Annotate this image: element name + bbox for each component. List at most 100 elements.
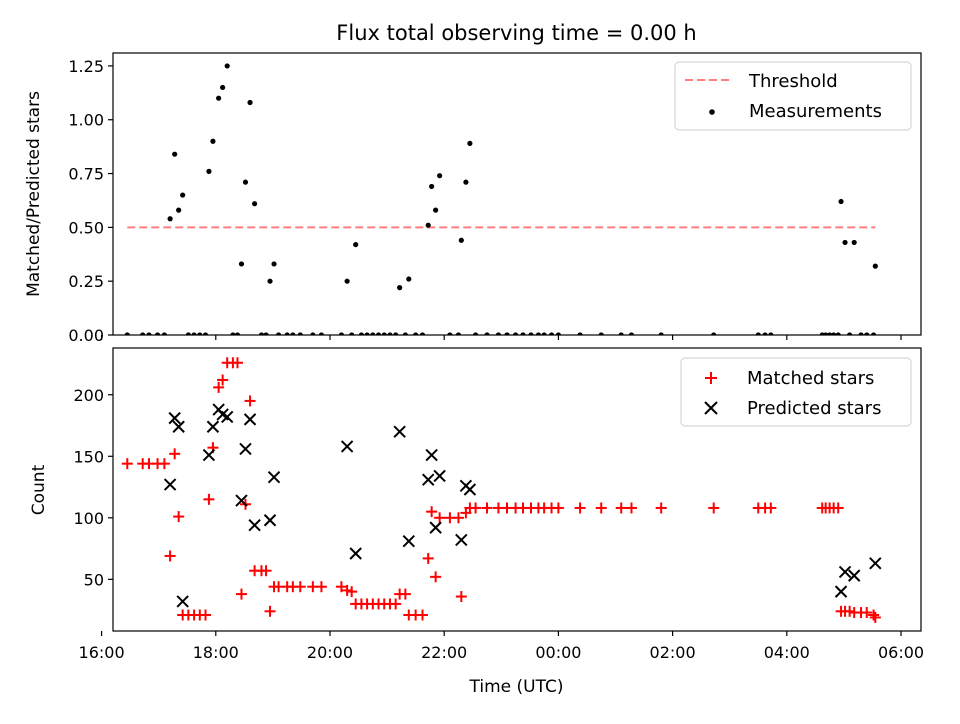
predicted-star-point xyxy=(163,478,177,491)
measurement-point xyxy=(520,332,526,335)
predicted-star-point xyxy=(235,494,248,507)
matched-star-point xyxy=(426,506,438,518)
matched-star-point xyxy=(708,502,720,514)
matched-star-point xyxy=(244,395,256,407)
measurement-point xyxy=(353,241,359,248)
measurement-point xyxy=(858,332,864,335)
matched-star-point xyxy=(200,609,212,621)
bottom-legend: Matched stars Predicted stars xyxy=(680,357,912,427)
top-legend-box xyxy=(674,61,912,131)
measurement-point xyxy=(172,151,178,157)
matched-star-point xyxy=(861,607,873,619)
predicted-star-point xyxy=(838,565,852,579)
top-y-tick-label: 0.50 xyxy=(68,218,104,237)
measurement-point xyxy=(387,332,393,335)
measurement-point xyxy=(381,332,387,335)
top-axes-frame xyxy=(112,52,922,336)
x-tick-label: 20:00 xyxy=(307,643,353,662)
bottom-y-tick-label: 200 xyxy=(73,386,104,405)
predicted-star-point xyxy=(243,413,257,426)
predicted-star-point xyxy=(349,547,362,560)
predicted-star-point xyxy=(239,442,252,456)
predicted-star-point xyxy=(340,440,354,453)
measurement-point xyxy=(216,95,222,101)
matched-star-point xyxy=(481,502,493,514)
measurement-point xyxy=(230,332,236,335)
measurements-legend-swatch xyxy=(709,109,715,115)
measurement-point xyxy=(185,332,191,335)
measurement-point xyxy=(146,332,152,335)
measurements-legend-label: Measurements xyxy=(749,101,882,122)
bottom-y-tick-label: 50 xyxy=(84,570,104,589)
x-tick-label: 22:00 xyxy=(421,643,467,662)
measurement-point xyxy=(628,332,635,335)
matched-star-point xyxy=(595,502,607,514)
matched-star-point xyxy=(868,609,880,621)
x-axis-label: Time (UTC) xyxy=(469,677,564,697)
measurement-point xyxy=(234,332,241,335)
bottom-legend-box xyxy=(680,357,912,427)
measurement-point xyxy=(370,332,376,335)
threshold-legend-label: Threshold xyxy=(748,71,838,92)
measurement-point xyxy=(284,332,290,335)
top-legend: Threshold Measurements xyxy=(674,61,912,131)
bottom-axes-frame xyxy=(112,347,922,632)
matched-star-point xyxy=(235,588,247,600)
measurement-point xyxy=(838,198,844,205)
measurement-point xyxy=(827,332,833,335)
measurement-point xyxy=(267,278,273,284)
predicted-star-point xyxy=(263,514,277,527)
matched-star-point xyxy=(869,611,881,623)
measurement-point xyxy=(548,332,555,335)
measurement-point xyxy=(338,332,345,335)
measurement-point xyxy=(618,332,624,335)
matched-star-point xyxy=(260,565,272,577)
matched-star-point xyxy=(158,458,170,470)
measurement-point xyxy=(455,332,462,335)
predicted-star-point xyxy=(393,425,406,438)
measurement-point xyxy=(140,332,146,335)
matched-star-point xyxy=(399,588,411,600)
measurement-point xyxy=(433,207,439,213)
measurement-point xyxy=(484,332,490,335)
measurement-point xyxy=(872,263,878,269)
measurement-point xyxy=(210,138,216,144)
matched-star-point xyxy=(574,502,586,514)
predicted-star-point xyxy=(463,483,477,496)
measurement-point xyxy=(197,332,203,335)
measurement-point xyxy=(310,332,316,335)
measurement-point xyxy=(402,332,408,335)
matched-star-point xyxy=(655,502,667,514)
measurement-point xyxy=(831,332,837,335)
measurement-point xyxy=(275,332,282,335)
measurement-point xyxy=(224,63,230,69)
measurement-point xyxy=(393,332,399,335)
measurement-point xyxy=(124,332,130,335)
measurement-point xyxy=(473,332,479,335)
top-plot-area: 0.00 0.25 0.50 0.75 1.00 1.25 xyxy=(68,57,902,345)
bottom-panel: Count Time (UTC) 50 100 150 200 16:00 18:00 20… xyxy=(29,347,924,697)
matched-star-point xyxy=(625,502,637,514)
top-y-tick-label: 0.25 xyxy=(68,272,104,291)
matched-star-point xyxy=(452,512,464,524)
measurement-point xyxy=(252,201,258,207)
predicted-star-point xyxy=(202,448,216,462)
predicted-star-point xyxy=(869,557,882,570)
predicted-star-point xyxy=(220,410,234,424)
measurement-point xyxy=(495,332,502,335)
top-y-tick-label: 0.00 xyxy=(68,326,104,345)
bottom-marks xyxy=(121,357,882,623)
top-panel: Flux total observing time = 0.00 h Match… xyxy=(24,21,922,345)
top-y-tick-label: 0.75 xyxy=(68,165,104,184)
measurement-point xyxy=(406,276,412,282)
measurement-point xyxy=(762,332,768,335)
matched-star-point xyxy=(231,357,243,369)
matched-star-point xyxy=(164,550,176,562)
measurement-point xyxy=(220,84,226,91)
predicted-legend-swatch xyxy=(704,401,718,415)
measurement-point xyxy=(835,332,841,335)
matched-star-point xyxy=(346,586,358,598)
predicted-star-point xyxy=(248,518,261,532)
predicted-star-point xyxy=(168,411,181,425)
measurement-point xyxy=(447,332,453,335)
